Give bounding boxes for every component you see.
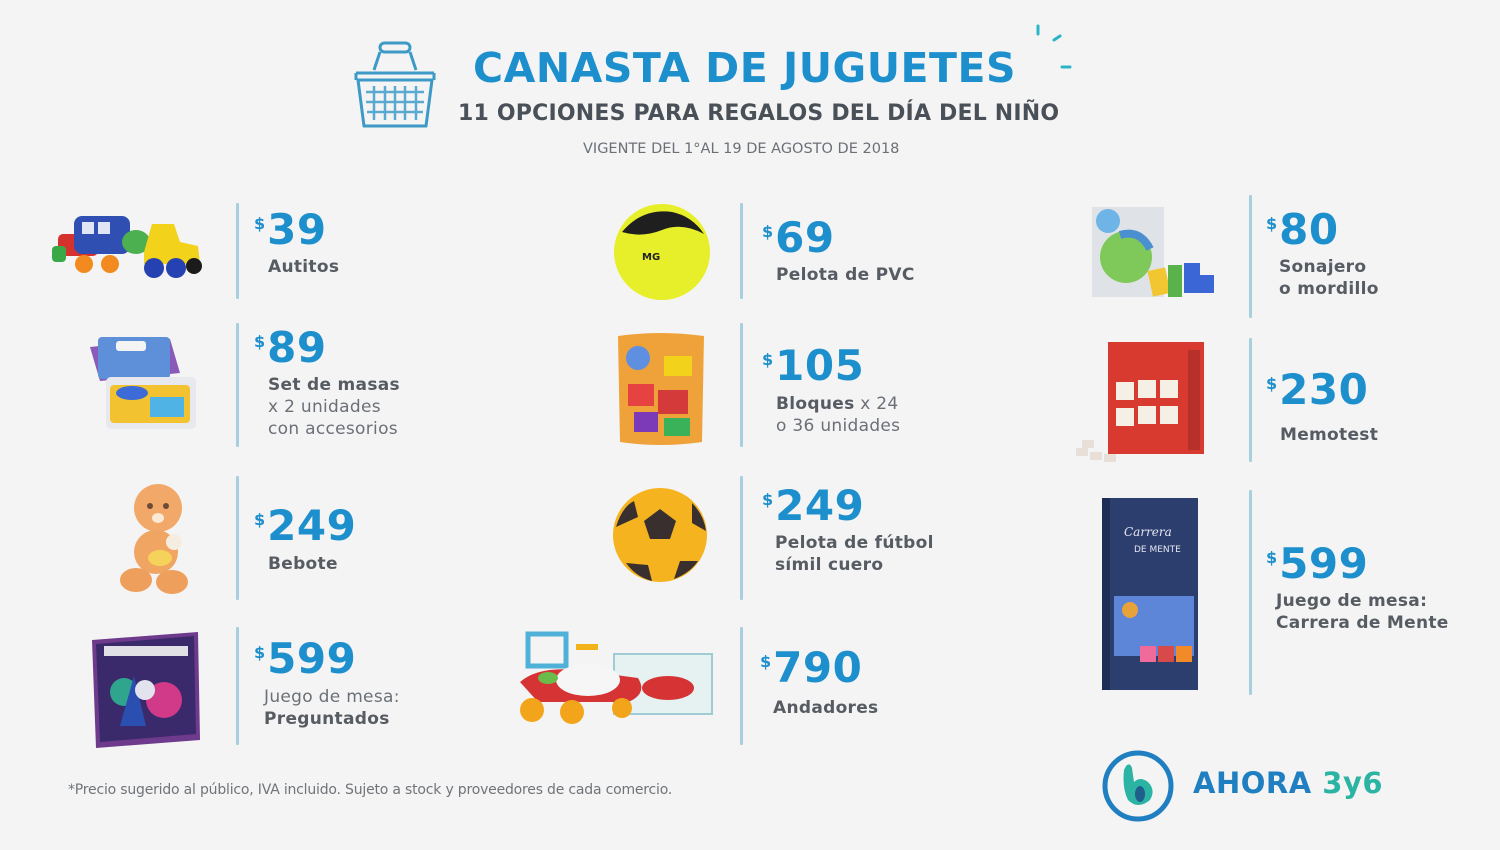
product-name: Bebote (268, 554, 338, 574)
price-value: 89 (267, 323, 327, 372)
product-name: Juego de mesa: Carrera de Mente (1276, 591, 1449, 633)
price-value: 599 (267, 634, 357, 683)
price: $230 (1266, 368, 1368, 412)
page-title: CANASTA DE JUGUETES (473, 44, 1017, 92)
product-name: Sonajero o mordillo (1279, 257, 1379, 299)
price-value: 249 (267, 501, 357, 550)
play-dough-set-image (90, 337, 196, 429)
sparkle-icon (1036, 24, 1072, 69)
svg-text:DE MENTE: DE MENTE (1134, 545, 1181, 555)
product-name: Autitos (268, 257, 340, 277)
memotest-box-image (1076, 342, 1204, 462)
carrera-de-mente-box-image: Carrera DE MENTE (1102, 498, 1198, 690)
baby-doll-image (120, 484, 188, 594)
price-value: 230 (1279, 365, 1369, 414)
svg-text:Carrera: Carrera (1124, 525, 1172, 539)
divider (236, 627, 239, 745)
price: $790 (760, 646, 862, 690)
ride-on-walker-image (520, 631, 713, 724)
hand-ok-circle-icon (1102, 750, 1174, 822)
currency-symbol: $ (254, 332, 266, 351)
price: $599 (1266, 542, 1368, 586)
building-blocks-bag-image (618, 333, 704, 445)
product-name: Andadores (773, 698, 879, 718)
price: $80 (1266, 208, 1339, 252)
price: $39 (254, 208, 327, 252)
price-value: 599 (1279, 539, 1369, 588)
currency-symbol: $ (1266, 548, 1278, 567)
divider (1249, 195, 1252, 318)
product-name: Juego de mesa: Preguntados (264, 687, 400, 729)
currency-symbol: $ (254, 214, 266, 233)
currency-symbol: $ (762, 350, 774, 369)
divider (740, 323, 743, 447)
currency-symbol: $ (762, 222, 774, 241)
price: $599 (254, 637, 356, 681)
brand-name: AHORA 3y6 (1193, 766, 1384, 800)
product-name: Pelota de PVC (776, 265, 915, 285)
toy-cars-image (52, 216, 202, 278)
rattle-teether-image (1092, 207, 1214, 297)
price: $69 (762, 216, 835, 260)
divider (236, 203, 239, 299)
price-value: 105 (775, 341, 865, 390)
validity-dates: VIGENTE DEL 1°AL 19 DE AGOSTO DE 2018 (583, 141, 900, 157)
price-value: 790 (773, 643, 863, 692)
preguntados-box-image (92, 632, 200, 748)
currency-symbol: $ (762, 490, 774, 509)
currency-symbol: $ (1266, 214, 1278, 233)
svg-text:MG: MG (642, 252, 660, 263)
ahora-3y6-logo: AHORA 3y6 (1100, 748, 1400, 824)
price-value: 39 (267, 205, 327, 254)
divider (1249, 338, 1252, 462)
shopping-basket-icon (354, 41, 436, 128)
price: $89 (254, 326, 327, 370)
divider (236, 476, 239, 600)
price-value: 69 (775, 213, 835, 262)
product-name: Memotest (1280, 425, 1379, 445)
price-value: 249 (775, 481, 865, 530)
currency-symbol: $ (760, 652, 772, 671)
product-name: Bloques x 24 o 36 unidades (776, 394, 901, 436)
currency-symbol: $ (1266, 374, 1278, 393)
price-value: 80 (1279, 205, 1339, 254)
disclaimer-footnote: *Precio sugerido al público, IVA incluid… (68, 782, 673, 798)
yellow-pvc-ball-image: MG (614, 204, 710, 300)
price: $249 (762, 484, 864, 528)
header: CANASTA DE JUGUETES 11 OPCIONES PARA REG… (0, 0, 1500, 180)
page-subtitle: 11 OPCIONES PARA REGALOS DEL DÍA DEL NIÑ… (458, 101, 1060, 126)
soccer-ball-image (613, 488, 707, 582)
price: $249 (254, 504, 356, 548)
product-name: Set de masas x 2 unidades con accesorios (268, 375, 400, 439)
product-name: Pelota de fútbol símil cuero (775, 533, 934, 575)
currency-symbol: $ (254, 510, 266, 529)
divider (740, 627, 743, 745)
divider (740, 476, 743, 600)
price: $105 (762, 344, 864, 388)
currency-symbol: $ (254, 643, 266, 662)
divider (236, 323, 239, 447)
divider (740, 203, 743, 299)
divider (1249, 490, 1252, 695)
